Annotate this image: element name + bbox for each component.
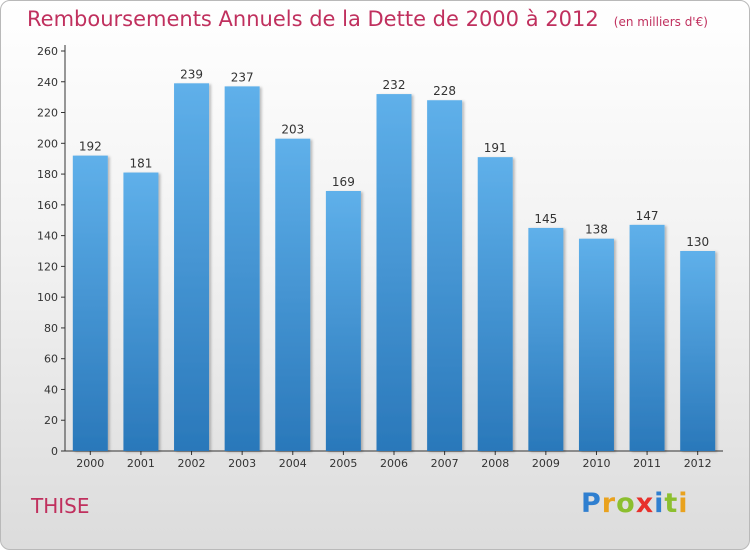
x-tick-label: 2006 xyxy=(380,457,408,470)
x-tick-label: 2008 xyxy=(481,457,509,470)
x-tick-label: 2003 xyxy=(228,457,256,470)
y-tick-label: 240 xyxy=(37,76,58,89)
value-label: 147 xyxy=(636,209,659,223)
value-label: 181 xyxy=(129,157,152,171)
bar-2004 xyxy=(275,138,311,451)
x-tick-label: 2007 xyxy=(431,457,459,470)
value-label: 130 xyxy=(686,235,709,249)
bar-2012 xyxy=(680,251,716,451)
bars xyxy=(72,83,716,452)
x-tick-label: 2001 xyxy=(127,457,155,470)
value-label: 228 xyxy=(433,84,456,98)
bar-2011 xyxy=(629,224,665,451)
x-tick-label: 2012 xyxy=(684,457,712,470)
y-tick-label: 200 xyxy=(37,137,58,150)
brand-letter: r xyxy=(601,488,617,519)
brand-letter: x xyxy=(635,488,655,519)
y-tick-label: 20 xyxy=(44,414,58,427)
y-tick-label: 260 xyxy=(37,45,58,58)
x-tick-label: 2010 xyxy=(582,457,610,470)
value-label: 192 xyxy=(79,140,102,154)
brand-letter: o xyxy=(616,488,636,519)
brand-logo: Proxiti xyxy=(581,488,689,519)
x-tick-label: 2004 xyxy=(279,457,307,470)
bar-2005 xyxy=(325,191,361,451)
bar-2008 xyxy=(477,157,513,451)
x-tick-label: 2000 xyxy=(76,457,104,470)
x-tick-label: 2009 xyxy=(532,457,560,470)
value-labels: 192 181 239 237 203 169 232 228 191 145 138 147 130 xyxy=(79,67,709,249)
bar-2003 xyxy=(224,86,260,451)
y-tick-label: 140 xyxy=(37,230,58,243)
y-tick-label: 0 xyxy=(51,445,58,458)
bar-2000 xyxy=(72,155,108,451)
x-tick-label: 2002 xyxy=(178,457,206,470)
place-name: THISE xyxy=(31,494,90,518)
y-tick-label: 80 xyxy=(44,322,58,335)
bar-2010 xyxy=(578,238,614,451)
title-row: Remboursements Annuels de la Dette de 20… xyxy=(27,7,708,31)
y-tick-label: 100 xyxy=(37,291,58,304)
y-tick-label: 160 xyxy=(37,199,58,212)
bar-2001 xyxy=(123,172,159,452)
brand-letter: i xyxy=(678,488,689,519)
value-label: 237 xyxy=(231,70,254,84)
y-tick-label: 60 xyxy=(44,353,58,366)
value-label: 203 xyxy=(281,123,304,137)
value-label: 169 xyxy=(332,175,355,189)
chart-subtitle: (en milliers d'€) xyxy=(613,15,708,29)
axes: 0 20 40 60 80 100 120 140 160 180 200 220 240 260 2000… xyxy=(37,45,723,470)
value-label: 191 xyxy=(484,141,507,155)
y-tick-label: 120 xyxy=(37,260,58,273)
y-tick-label: 180 xyxy=(37,168,58,181)
bar-2006 xyxy=(376,94,412,452)
bar-2009 xyxy=(528,227,564,451)
value-label: 145 xyxy=(534,212,557,226)
value-label: 239 xyxy=(180,67,203,81)
value-label: 232 xyxy=(383,78,406,92)
y-tick-label: 220 xyxy=(37,107,58,120)
x-tick-label: 2005 xyxy=(329,457,357,470)
brand-letter: t xyxy=(664,488,679,519)
brand-letter: P xyxy=(581,488,602,519)
bar-2002 xyxy=(174,83,210,452)
brand-letter: i xyxy=(654,488,665,519)
bar-2007 xyxy=(427,100,463,451)
y-tick-label: 40 xyxy=(44,383,58,396)
x-tick-label: 2011 xyxy=(633,457,661,470)
value-label: 138 xyxy=(585,223,608,237)
chart-title: Remboursements Annuels de la Dette de 20… xyxy=(27,7,599,31)
